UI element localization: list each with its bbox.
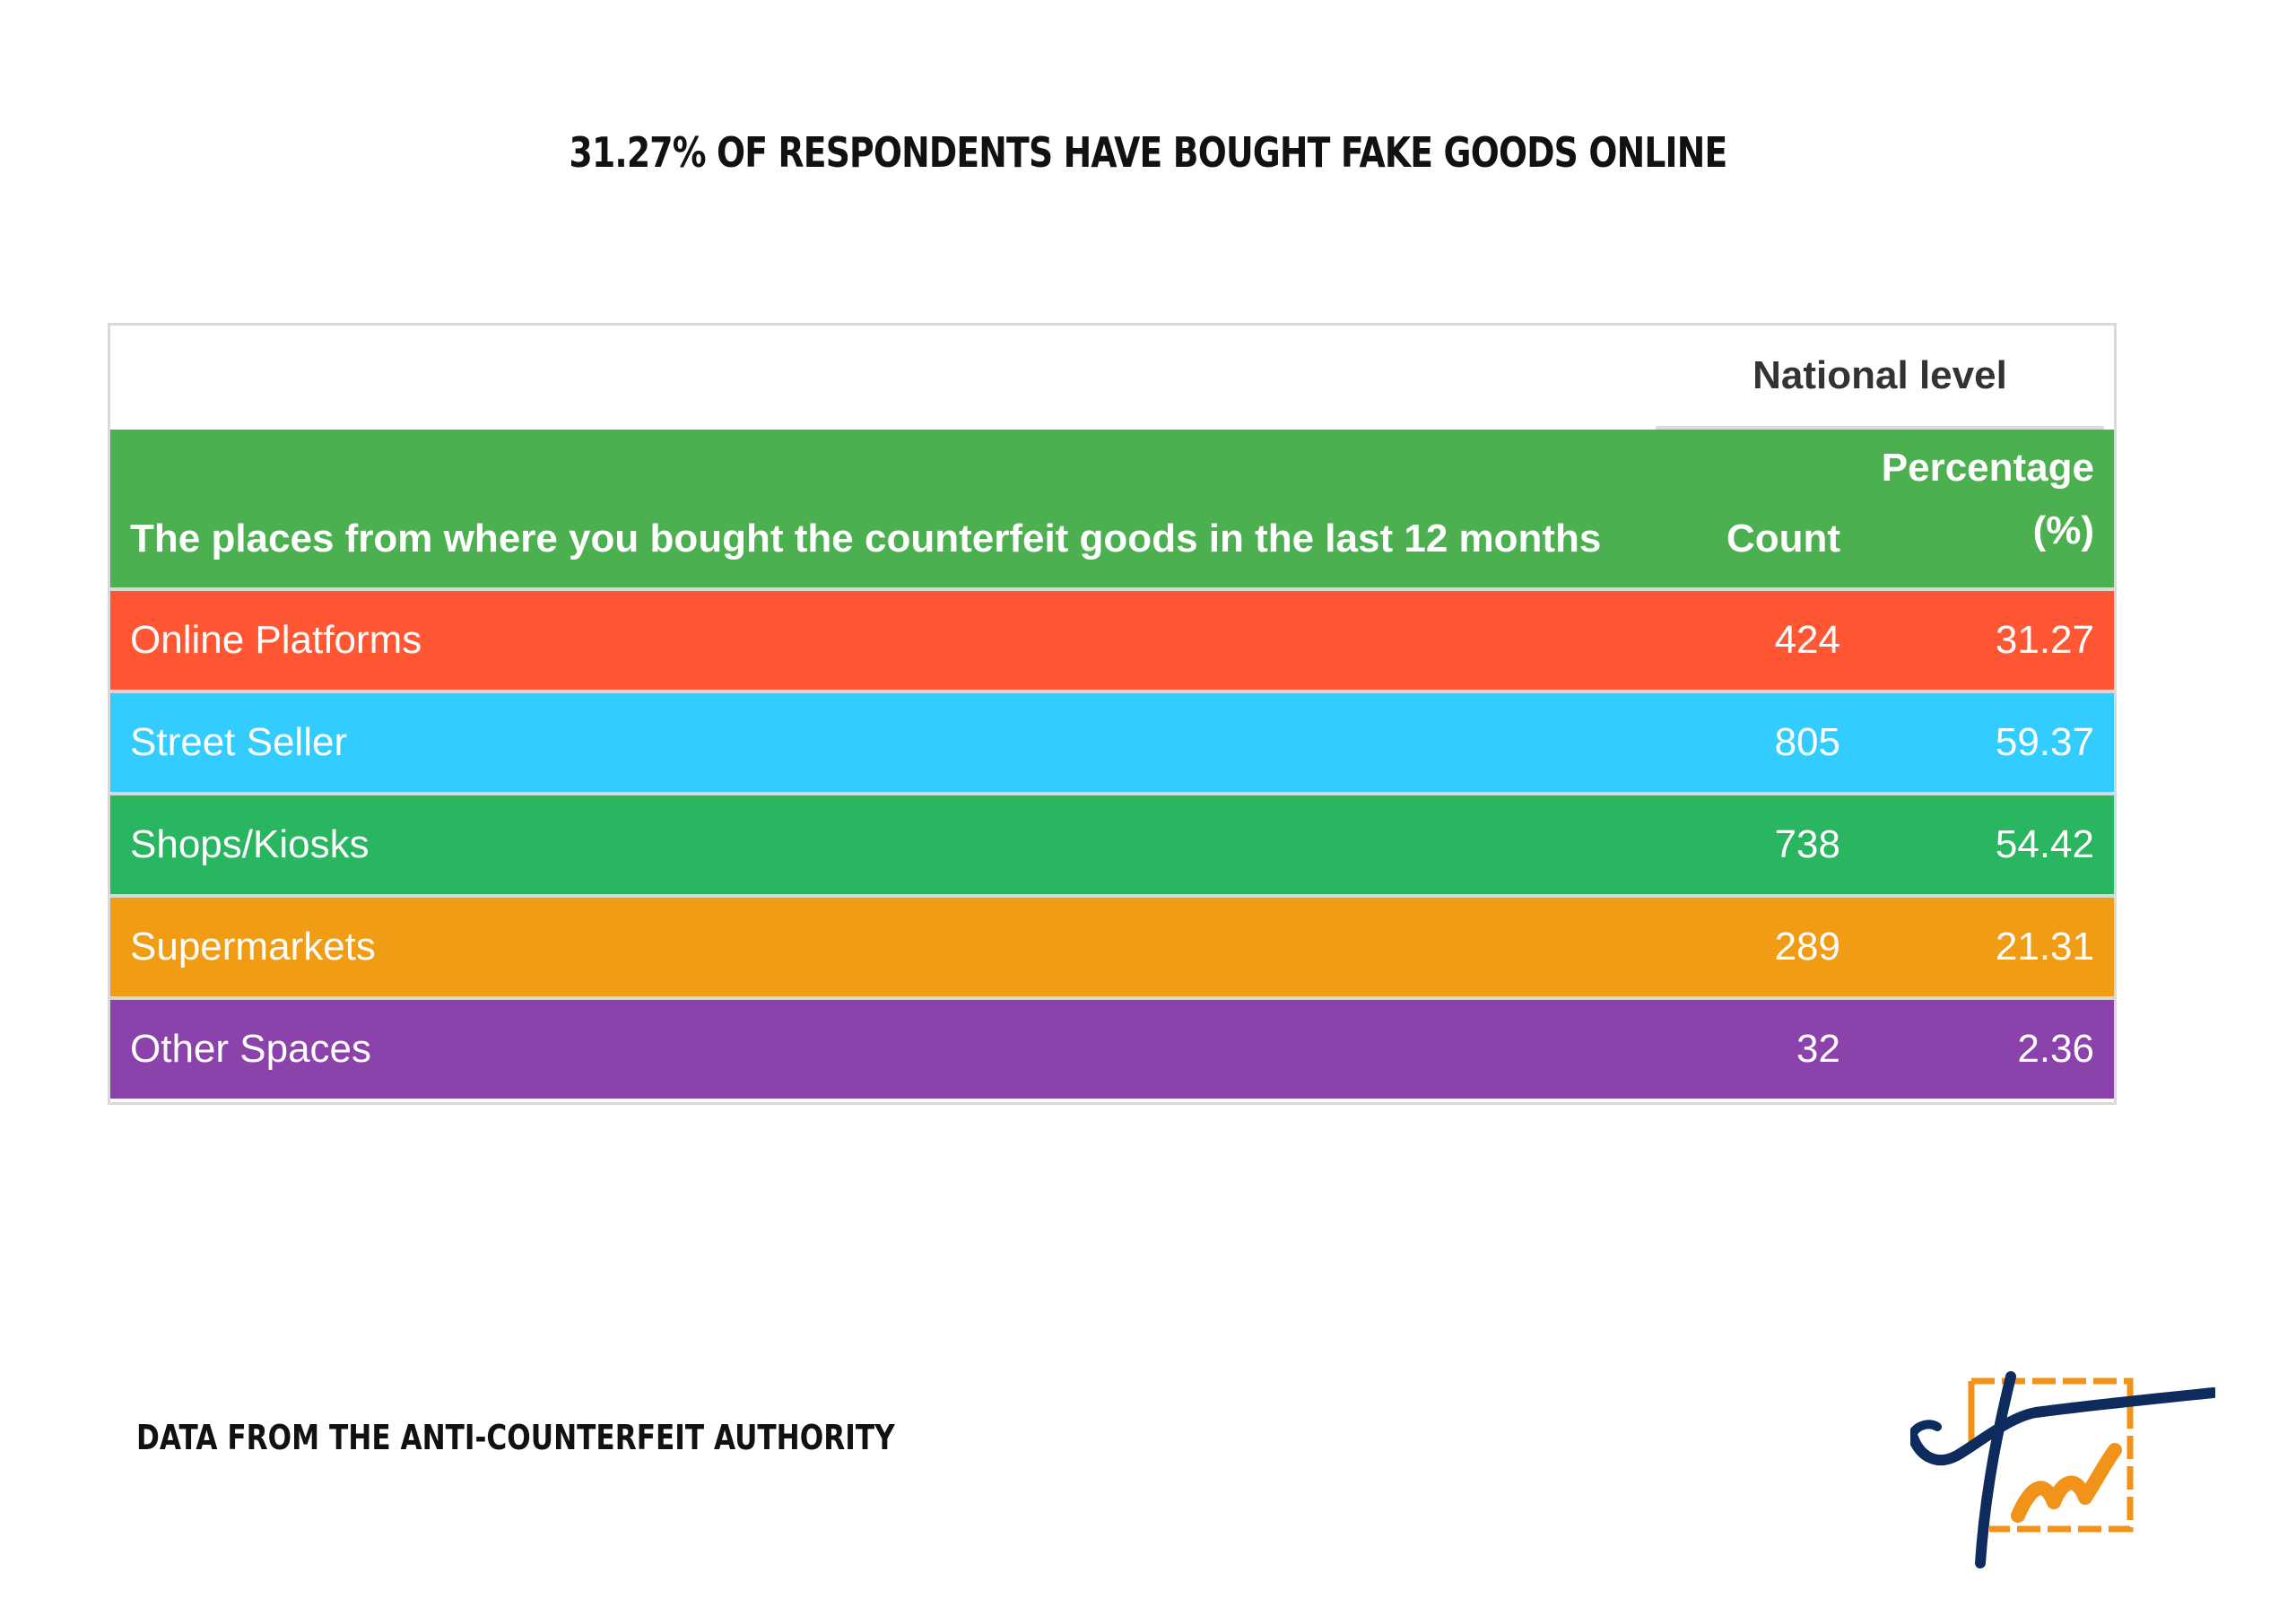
column-header-percentage-line1: Percentage xyxy=(1881,446,2094,490)
cell-percentage: 31.27 xyxy=(1995,618,2094,662)
data-table: National level The places from where you… xyxy=(108,323,2117,1105)
table-row: Online Platforms 424 31.27 xyxy=(110,591,2114,693)
cell-count: 424 xyxy=(1774,618,1840,662)
cell-count: 289 xyxy=(1774,925,1840,969)
cell-percentage: 59.37 xyxy=(1995,720,2094,764)
table-row: Supermarkets 289 21.31 xyxy=(110,898,2114,1000)
cell-percentage: 21.31 xyxy=(1995,925,2094,969)
cell-place: Online Platforms xyxy=(130,618,422,662)
cell-count: 805 xyxy=(1774,720,1840,764)
column-header-percentage-line2: (%) xyxy=(2032,508,2094,552)
cell-place: Other Spaces xyxy=(130,1027,372,1071)
cell-percentage: 54.42 xyxy=(1995,822,2094,866)
cell-count: 738 xyxy=(1774,822,1840,866)
group-header-row: National level xyxy=(110,326,2114,430)
brand-logo xyxy=(1910,1371,2215,1568)
cell-place: Supermarkets xyxy=(130,925,376,969)
table-row: Shops/Kiosks 738 54.42 xyxy=(110,795,2114,898)
page-title: 31.27% OF RESPONDENTS HAVE BOUGHT FAKE G… xyxy=(569,128,1728,177)
cell-count: 32 xyxy=(1796,1027,1840,1071)
group-header-national-level: National level xyxy=(1656,326,2104,430)
cell-place: Street Seller xyxy=(130,720,348,764)
table-row: Other Spaces 32 2.36 xyxy=(110,1000,2114,1099)
source-note: DATA FROM THE ANTI-COUNTERFEIT AUTHORITY xyxy=(136,1418,895,1457)
column-header-percentage: Percentage (%) xyxy=(1861,437,2094,562)
column-header-row: The places from where you bought the cou… xyxy=(110,430,2114,591)
column-header-place: The places from where you bought the cou… xyxy=(130,517,1602,560)
column-header-count: Count xyxy=(1726,517,1840,560)
cell-percentage: 2.36 xyxy=(2017,1027,2094,1071)
table-body: Online Platforms 424 31.27 Street Seller 805… xyxy=(110,591,2114,1099)
table-row: Street Seller 805 59.37 xyxy=(110,693,2114,795)
cell-place: Shops/Kiosks xyxy=(130,822,370,866)
